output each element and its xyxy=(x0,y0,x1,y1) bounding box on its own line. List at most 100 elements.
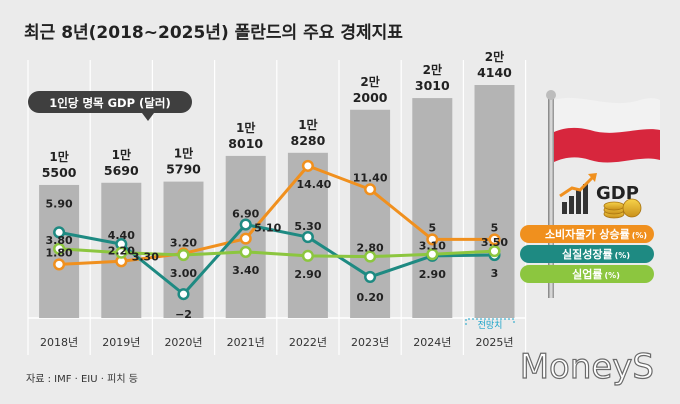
legend: 소비자물가 상승률 (%) 실질성장률 (%) 실업률 (%) xyxy=(520,225,654,283)
gdp-bar xyxy=(474,85,515,318)
forecast-tag-text: 전망치 xyxy=(478,319,503,331)
rate-label: 11.40 xyxy=(353,171,388,184)
gdp-caption-pill xyxy=(28,91,192,113)
gdp-bar-labels: 1만55001만56901만57901만80101만82802만20002만30… xyxy=(42,49,512,180)
rate-point xyxy=(53,258,66,271)
gdp-bar-label-unit: 2만 xyxy=(360,74,379,89)
gdp-bar-label-unit: 1만 xyxy=(49,149,68,164)
rate-label: 5.30 xyxy=(294,220,321,233)
rate-label: 3.40 xyxy=(232,264,259,277)
forecast-tag: 전망치 xyxy=(465,318,515,331)
gdp-bar-label-unit: 1만 xyxy=(236,120,255,135)
icon-bar-2 xyxy=(569,196,574,214)
rate-point xyxy=(364,270,377,283)
flag-white-band xyxy=(554,97,660,133)
rate-points xyxy=(53,159,501,301)
gdp-bar-chart-icon: GDP xyxy=(559,173,639,214)
rate-point xyxy=(301,159,314,172)
gdp-bar-label-value: 4140 xyxy=(477,65,512,80)
x-tick-label: 2023년 xyxy=(351,336,389,349)
rate-label: 5 xyxy=(491,221,499,234)
icon-bar-4 xyxy=(583,184,588,214)
rate-point xyxy=(488,245,501,258)
rate-label: 6.90 xyxy=(232,208,259,221)
legend-item xyxy=(520,225,654,243)
rate-point xyxy=(239,245,252,258)
rate-label: 5 xyxy=(428,221,436,234)
x-tick-label: 2018년 xyxy=(40,336,78,349)
rate-label: 14.40 xyxy=(297,178,332,191)
flag-poland-icon xyxy=(546,90,660,298)
gdp-bar-label-value: 5500 xyxy=(42,165,77,180)
rate-label: 3.50 xyxy=(481,236,508,249)
rate-point xyxy=(239,218,252,231)
rate-point xyxy=(364,183,377,196)
rate-label: 3.80 xyxy=(46,234,73,247)
rate-label: 5.10 xyxy=(254,222,281,235)
coin-3 xyxy=(603,201,625,211)
rate-label: 2.90 xyxy=(419,268,446,281)
rate-label: 3.10 xyxy=(419,239,446,252)
rate-point xyxy=(177,288,190,301)
rate-label: 1.80 xyxy=(46,246,73,259)
x-tick-label: 2019년 xyxy=(102,336,140,349)
rate-point xyxy=(115,246,128,259)
chart-title: 최근 8년(2018~2025년) 폴란드의 주요 경제지표 xyxy=(24,23,403,43)
rate-point xyxy=(53,242,66,255)
x-tick-label: 2020년 xyxy=(164,336,202,349)
flag-pole-cap xyxy=(546,90,556,100)
icon-bar-3 xyxy=(576,190,581,214)
rate-point xyxy=(301,249,314,262)
gdp-bar-label-value: 5790 xyxy=(166,162,201,177)
gdp-icon-label: GDP xyxy=(596,183,639,204)
gdp-bar-label-unit: 1만 xyxy=(174,146,193,161)
rate-label: 3.30 xyxy=(132,251,159,264)
rate-label: 0.20 xyxy=(357,291,384,304)
rate-label: 2.90 xyxy=(294,268,321,281)
rate-label: 3 xyxy=(491,267,499,280)
rate-label: 3.00 xyxy=(170,267,197,280)
rate-label: 4.40 xyxy=(108,229,135,242)
forecast-bracket xyxy=(465,318,515,325)
legend-item xyxy=(520,245,654,263)
rate-label: 2.80 xyxy=(357,242,384,255)
gdp-bar-label-unit: 1만 xyxy=(112,147,131,162)
rate-label: 5.90 xyxy=(46,197,73,210)
gdp-bar-label-value: 3010 xyxy=(415,78,450,93)
gdp-bar-label-value: 8280 xyxy=(291,133,326,148)
rate-line xyxy=(59,247,495,259)
legend-label: 실업률 (%) xyxy=(572,267,620,281)
legend-item xyxy=(520,265,654,283)
rate-label: 2.20 xyxy=(108,244,135,257)
coin-4 xyxy=(622,198,642,218)
watermark-logo: MoneyS xyxy=(520,347,654,387)
icon-trend-arrow xyxy=(559,174,596,198)
x-tick-label: 2022년 xyxy=(289,336,327,349)
x-tick-label: 2025년 xyxy=(475,336,513,349)
gdp-bar xyxy=(412,98,453,318)
flag-red-band xyxy=(554,127,660,163)
rate-point xyxy=(426,233,439,246)
rate-labels: 1.80 2.20 3.20 5.10 14.40 11.40 5 5 5.90 4.40 −2 6.… xyxy=(46,171,509,321)
gdp-bar-label-unit: 2만 xyxy=(423,62,442,77)
rate-lines xyxy=(58,164,495,296)
gdp-bar-label-unit: 1만 xyxy=(298,117,317,132)
icon-bar-1 xyxy=(562,202,567,214)
rate-point xyxy=(239,232,252,245)
rate-point xyxy=(426,248,439,261)
gdp-bar-label-value: 5690 xyxy=(104,163,139,178)
gdp-caption-text: 1인당 명목 GDP (달러) xyxy=(49,96,170,110)
gdp-bar-label-value: 8010 xyxy=(228,136,263,151)
gdp-bar-label-unit: 2만 xyxy=(485,49,504,64)
rate-point xyxy=(53,226,66,239)
rate-point xyxy=(301,231,314,244)
source-note: 자료 : IMF · EIU · 피치 등 xyxy=(26,373,138,385)
gdp-bar-label-value: 2000 xyxy=(353,90,388,105)
x-tick-labels: 2018년 2019년 2020년 2021년 2022년 2023년 2024년 2025년 xyxy=(40,336,514,349)
flag-pole xyxy=(548,96,554,298)
x-tick-label: 2024년 xyxy=(413,336,451,349)
rate-line xyxy=(59,164,495,266)
legend-label: 소비자물가 상승률 (%) xyxy=(545,227,647,241)
